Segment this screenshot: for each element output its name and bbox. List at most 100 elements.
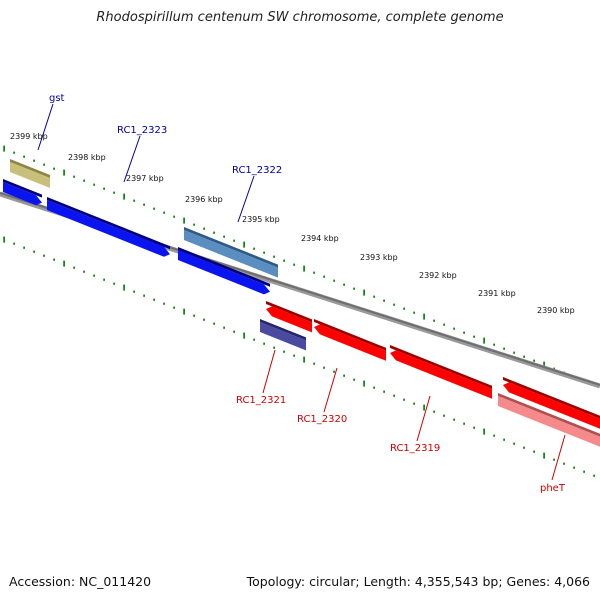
inner-minor-tick (103, 278, 105, 281)
inner-minor-tick (373, 386, 375, 389)
inner-minor-tick (113, 282, 115, 285)
inner-tick-ruler (3, 236, 595, 477)
outer-minor-tick (213, 231, 215, 234)
inner-minor-tick (93, 274, 95, 277)
outer-minor-tick (223, 235, 225, 238)
rc1-2319-feature[interactable] (390, 345, 492, 399)
feature-body (260, 322, 306, 351)
inner-minor-tick (143, 294, 145, 297)
outer-minor-tick (383, 299, 385, 302)
reverse-gene-2[interactable] (503, 377, 600, 430)
feature-bevel (260, 319, 306, 341)
outer-minor-tick (403, 307, 405, 310)
kbp-tick-label: 2399 kbp (10, 132, 48, 141)
outer-minor-tick (523, 355, 525, 358)
gene-leader-line (237, 175, 255, 223)
gene-label: gst (49, 93, 65, 104)
inner-minor-tick (213, 322, 215, 325)
outer-minor-tick (43, 163, 45, 166)
outer-minor-tick (443, 323, 445, 326)
feature-body (503, 382, 600, 429)
feature-bevel (503, 377, 600, 419)
outer-minor-tick (133, 199, 135, 202)
outer-minor-tick (73, 175, 75, 178)
outer-minor-tick (473, 335, 475, 338)
inner-minor-tick (73, 266, 75, 269)
outer-minor-tick (143, 203, 145, 206)
feature-body (178, 250, 270, 295)
inner-minor-tick (133, 290, 135, 293)
inner-major-tick (303, 356, 305, 363)
rc1-2321-feature[interactable] (260, 319, 306, 351)
feature-bevel (3, 179, 42, 198)
feature-bevel (10, 159, 50, 178)
outer-minor-tick (93, 183, 95, 186)
feature-body (498, 396, 600, 447)
outer-minor-tick (103, 187, 105, 190)
outer-minor-tick (433, 319, 435, 322)
inner-minor-tick (153, 298, 155, 301)
kbp-tick-label: 2398 kbp (68, 153, 106, 162)
outer-major-tick (483, 337, 485, 344)
inner-major-tick (183, 308, 185, 315)
feature-bevel (266, 301, 312, 323)
outer-minor-tick (313, 271, 315, 274)
gene-label: RC1_2320 (297, 414, 347, 425)
feature-bevel (184, 227, 278, 268)
outer-minor-tick (263, 251, 265, 254)
outer-minor-tick (373, 295, 375, 298)
rc1-2320-feature[interactable] (314, 319, 386, 361)
outer-minor-tick (283, 259, 285, 262)
reverse-gene-1[interactable] (266, 301, 312, 333)
inner-minor-tick (383, 390, 385, 393)
inner-minor-tick (403, 398, 405, 401)
rc1-2322-feature[interactable] (184, 227, 278, 278)
inner-minor-tick (443, 414, 445, 417)
inner-minor-tick (53, 258, 55, 261)
outer-major-tick (123, 193, 125, 200)
inner-major-tick (363, 380, 365, 387)
gene-features[interactable] (3, 159, 600, 448)
kbp-tick-label: 2397 kbp (126, 174, 164, 183)
feature-body (10, 162, 50, 188)
outer-minor-tick (513, 351, 515, 354)
feature-bevel (314, 319, 386, 351)
outer-minor-tick (113, 191, 115, 194)
outer-minor-tick (393, 303, 395, 306)
outer-tick-ruler (3, 145, 595, 386)
outer-minor-tick (493, 343, 495, 346)
forward-gene-1[interactable] (3, 179, 42, 206)
inner-minor-tick (473, 426, 475, 429)
inner-minor-tick (43, 254, 45, 257)
gene-leader-line (37, 103, 54, 151)
outer-minor-tick (33, 159, 35, 162)
feature-body (47, 200, 170, 257)
feature-body (390, 350, 492, 399)
phet-feature[interactable] (498, 393, 600, 448)
feature-bevel (390, 345, 492, 389)
inner-minor-tick (193, 314, 195, 317)
forward-gene-2[interactable] (178, 247, 270, 295)
gene-leader-line (262, 349, 276, 394)
outer-minor-tick (463, 331, 465, 334)
outer-major-tick (363, 289, 365, 296)
inner-minor-tick (503, 438, 505, 441)
inner-major-tick (63, 260, 65, 267)
gene-leader-line (551, 434, 566, 481)
feature-bevel (498, 393, 600, 437)
feature-body (314, 324, 386, 361)
gst-feature[interactable] (10, 159, 50, 188)
outer-minor-tick (173, 215, 175, 218)
inner-minor-tick (313, 362, 315, 365)
outer-minor-tick (23, 155, 25, 158)
tick-labels: 2399 kbp 2398 kbp 2397 kbp 2396 kbp 2395 kbp… (10, 132, 575, 315)
rc1-2323-feature[interactable] (47, 197, 170, 257)
inner-minor-tick (563, 462, 565, 465)
gene-labels: gst RC1_2323 RC1_2322 RC1_2321 RC1_2320 RC1_2… (37, 93, 566, 494)
kbp-tick-label: 2394 kbp (301, 234, 339, 243)
inner-minor-tick (533, 450, 535, 453)
gene-leader-line (416, 395, 431, 442)
gene-label: RC1_2323 (117, 125, 167, 136)
inner-minor-tick (523, 446, 525, 449)
